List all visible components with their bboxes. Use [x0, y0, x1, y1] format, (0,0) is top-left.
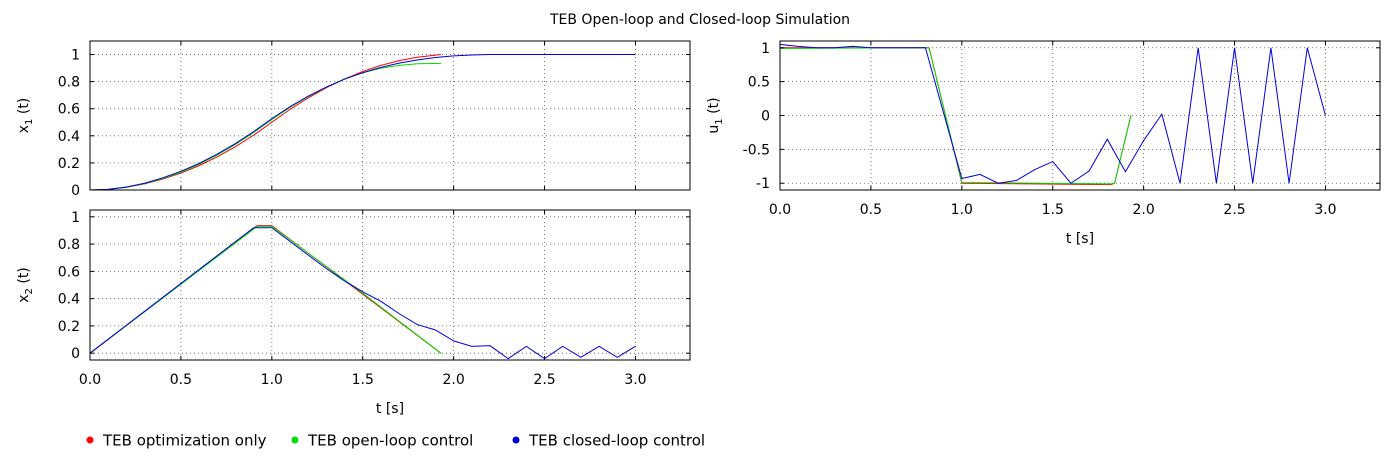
y-axis-label-subscript: 2 — [24, 288, 35, 294]
series-line-x2-2 — [90, 227, 636, 360]
plot-frame — [89, 209, 691, 361]
legend-item: TEB closed-loop control — [512, 432, 705, 450]
x-tick-label: 1.0 — [261, 372, 283, 388]
chart-u1: 0.0 0.5 1.0 1.5 2.0 2.5 3.0 -1 -0.5 0 0.5 1 t [s] u1 … — [706, 40, 1381, 247]
legend-dot-icon — [512, 436, 520, 444]
x-tick-label: 3.0 — [1314, 202, 1336, 218]
y-tick-label: -0.5 — [743, 142, 770, 158]
legend-item: TEB open-loop control — [291, 432, 473, 450]
figure-title: TEB Open-loop and Closed-loop Simulation — [549, 12, 850, 28]
legend-dot-icon — [291, 436, 299, 444]
x-tick-label: 0.0 — [79, 372, 101, 388]
y-tick-label: 0.5 — [748, 75, 770, 91]
y-axis-label-subscript: 1 — [24, 119, 35, 125]
y-axis-label: x2 (t) — [16, 267, 35, 303]
y-tick-label: 0.8 — [58, 237, 80, 253]
x-tick-label: 0.0 — [769, 202, 791, 218]
y-tick-label: 0.2 — [58, 319, 80, 335]
x-tick-label: 2.5 — [1223, 202, 1245, 218]
y-tick-label: 0.6 — [58, 264, 80, 280]
y-axis-label-suffix: (t) — [706, 97, 722, 118]
y-tick-label: 0.2 — [58, 156, 80, 172]
y-tick-label: 0 — [761, 109, 770, 125]
y-tick-label: -1 — [756, 176, 770, 192]
legend-label: TEB optimization only — [102, 432, 267, 450]
y-axis-label: x1 (t) — [16, 98, 35, 134]
legend-label: TEB closed-loop control — [528, 432, 705, 450]
y-tick-label: 0.4 — [58, 292, 80, 308]
legend-item: TEB optimization only — [86, 432, 267, 450]
y-axis-label-suffix: (t) — [16, 267, 32, 288]
x-tick-label: 3.0 — [624, 372, 646, 388]
series-line-x2-1 — [90, 225, 442, 354]
x-axis-label: t [s] — [1066, 231, 1094, 247]
series-line-x2-0 — [90, 225, 442, 354]
x-tick-label: 2.0 — [1133, 202, 1155, 218]
y-tick-label: 0 — [71, 183, 80, 199]
legend: TEB optimization only TEB open-loop contr… — [86, 432, 705, 450]
series-line-x1-0 — [90, 54, 441, 190]
x-tick-label: 1.5 — [1042, 202, 1064, 218]
legend-label: TEB open-loop control — [307, 432, 473, 450]
series-line-u1-0 — [780, 47, 1132, 186]
x-axis-label: t [s] — [376, 401, 404, 417]
y-tick-label: 1 — [761, 41, 770, 57]
y-tick-label: 1 — [71, 48, 80, 64]
plot-frame — [89, 40, 691, 191]
x-tick-label: 1.0 — [951, 202, 973, 218]
x-tick-label: 0.5 — [170, 372, 192, 388]
x-tick-label: 1.5 — [352, 372, 374, 388]
x-tick-label: 2.5 — [533, 372, 555, 388]
y-axis-label: u1 (t) — [706, 97, 725, 133]
series-line-x1-2 — [90, 54, 636, 190]
y-axis-label-base: x — [16, 294, 32, 302]
y-axis-label-base: x — [16, 125, 32, 133]
x-tick-label: 2.0 — [443, 372, 465, 388]
y-tick-label: 0 — [71, 346, 80, 362]
y-tick-label: 0.4 — [58, 129, 80, 145]
y-axis-label-suffix: (t) — [16, 98, 32, 119]
y-tick-label: 0.8 — [58, 75, 80, 91]
y-tick-label: 0.6 — [58, 102, 80, 118]
legend-dot-icon — [86, 436, 94, 444]
series-line-u1-2 — [780, 43, 1326, 184]
x-tick-label: 0.5 — [860, 202, 882, 218]
y-axis-label-base: u — [706, 125, 722, 134]
chart-x2: 0.0 0.5 1.0 1.5 2.0 2.5 3.0 0 0.2 0.4 0.6 0.8 1 t [s]… — [16, 209, 691, 417]
y-axis-label-subscript: 1 — [714, 118, 725, 124]
y-tick-label: 1 — [71, 210, 80, 226]
